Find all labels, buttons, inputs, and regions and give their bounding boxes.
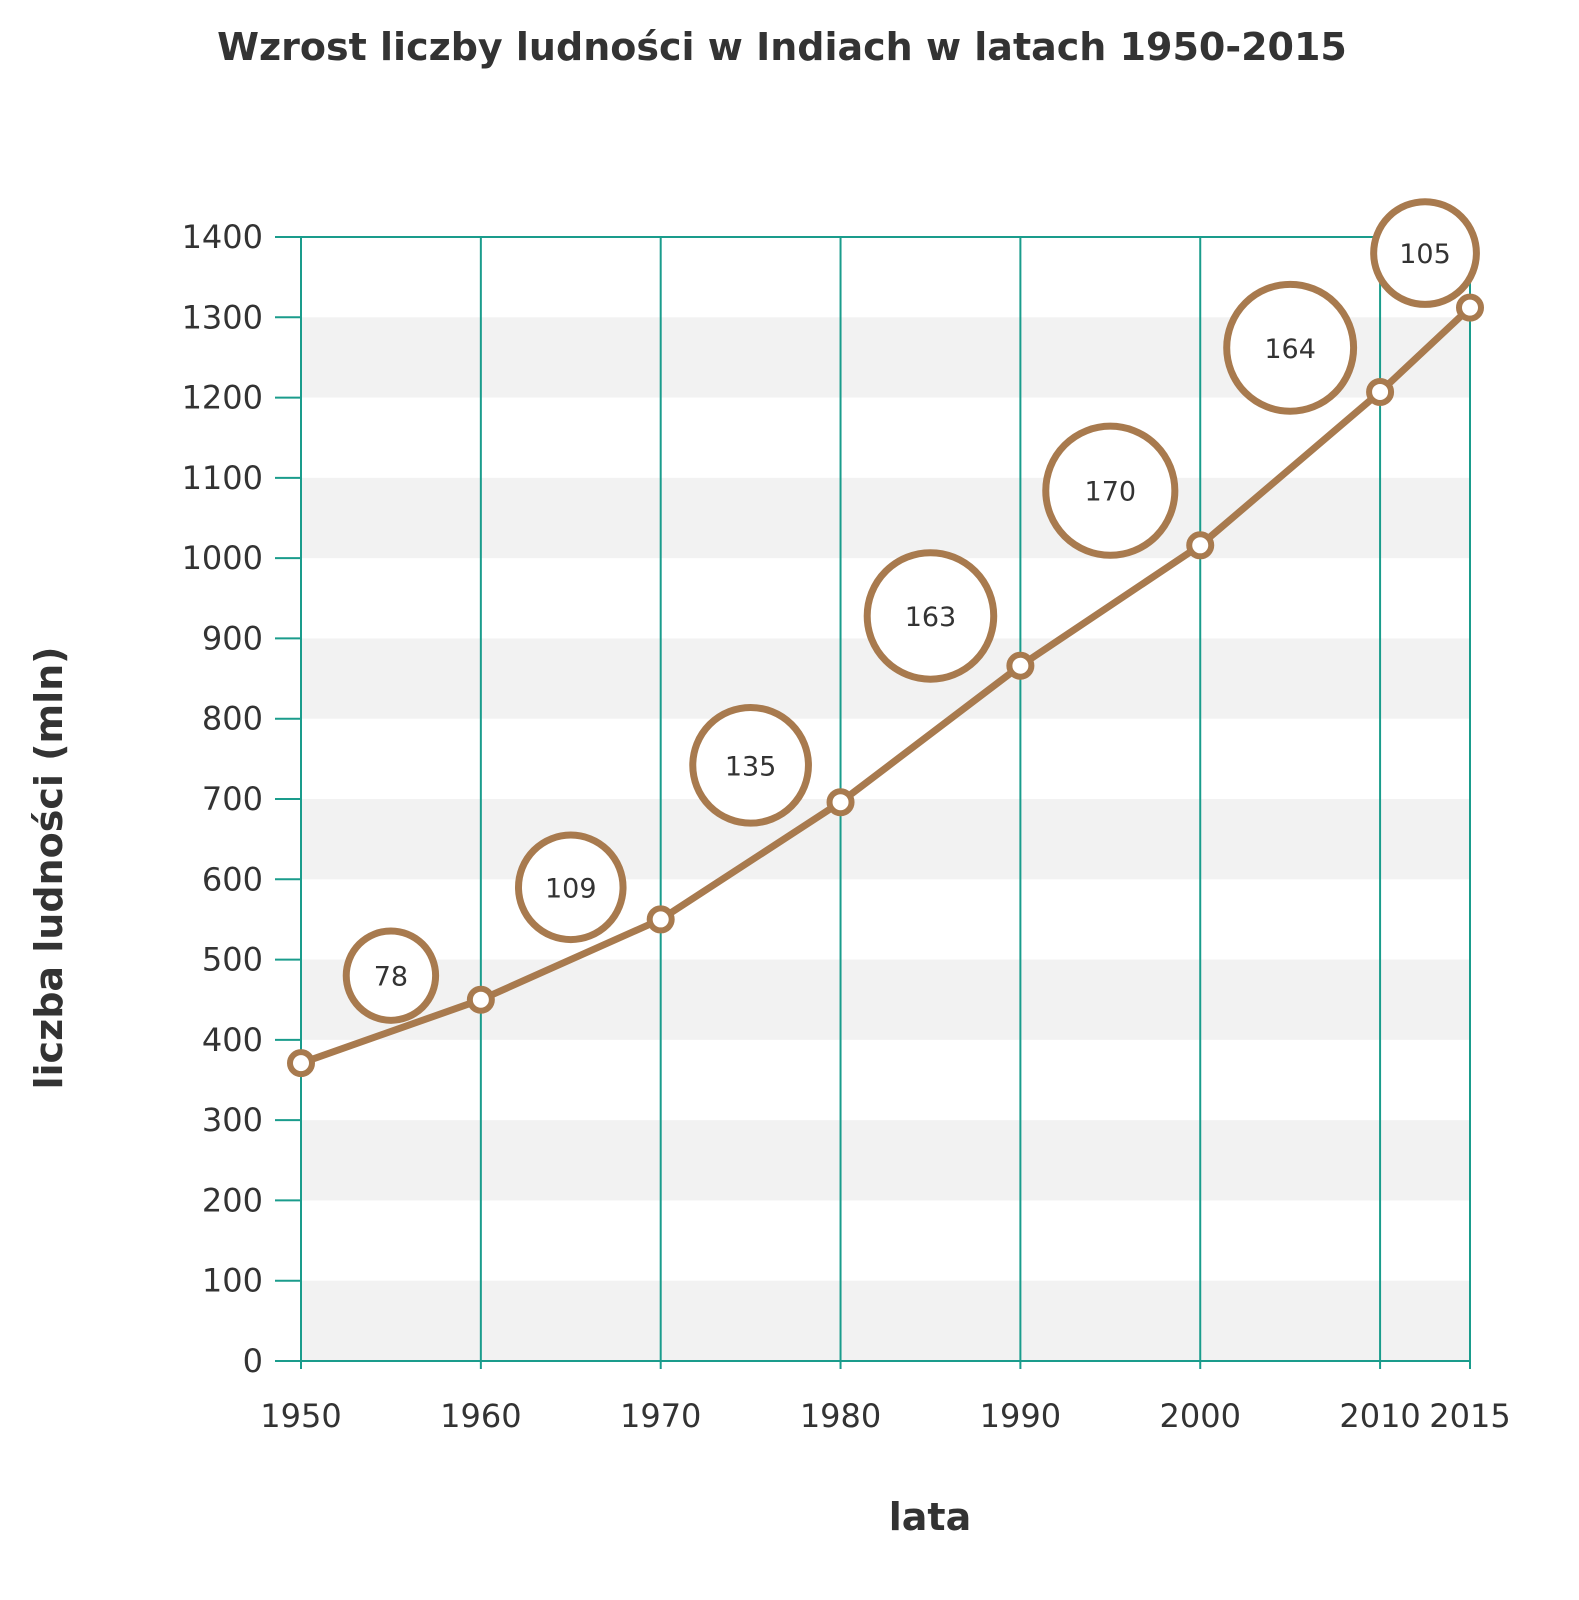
x-tick-label: 1970 bbox=[620, 1397, 701, 1435]
data-point bbox=[826, 788, 855, 817]
x-tick-label: 2015 bbox=[1429, 1397, 1510, 1435]
growth-bubble: 135 bbox=[689, 703, 812, 827]
y-tick-label: 100 bbox=[202, 1262, 263, 1300]
x-tick-label: 2010 bbox=[1339, 1397, 1420, 1435]
y-axis-label: liczba ludności (mln) bbox=[27, 646, 71, 1089]
data-point bbox=[1456, 293, 1484, 322]
y-tick-label: 1300 bbox=[182, 298, 263, 336]
growth-bubble-label: 163 bbox=[905, 602, 957, 633]
data-point bbox=[646, 905, 675, 934]
y-tick-label: 400 bbox=[202, 1021, 263, 1059]
y-tick-label: 700 bbox=[202, 780, 263, 818]
plot-band bbox=[301, 959, 1470, 1040]
y-tick-label: 600 bbox=[202, 860, 263, 898]
y-tick-label: 200 bbox=[202, 1181, 263, 1219]
x-axis-label: lata bbox=[889, 1495, 971, 1539]
y-tick-label: 1000 bbox=[182, 539, 263, 577]
y-tick-label: 1400 bbox=[182, 218, 263, 256]
growth-bubble: 105 bbox=[1370, 198, 1480, 308]
population-line bbox=[299, 305, 1473, 1067]
plot-band bbox=[301, 477, 1470, 559]
growth-bubble: 170 bbox=[1042, 422, 1179, 559]
growth-bubble-circle bbox=[514, 831, 627, 944]
y-tick-label: 300 bbox=[202, 1101, 263, 1139]
growth-bubble: 78 bbox=[342, 927, 440, 1024]
data-point bbox=[1006, 651, 1035, 680]
growth-bubble-circle bbox=[863, 549, 998, 683]
y-tick-label: 1100 bbox=[182, 459, 263, 497]
growth-bubble-label: 105 bbox=[1399, 239, 1451, 270]
data-point bbox=[466, 985, 495, 1014]
y-tick-label: 900 bbox=[202, 619, 263, 657]
x-tick-label: 1980 bbox=[800, 1397, 881, 1435]
plot-bands bbox=[301, 317, 1470, 1361]
plot-band bbox=[301, 799, 1470, 880]
growth-bubble-circle bbox=[342, 927, 440, 1024]
growth-bubble: 163 bbox=[863, 549, 998, 683]
growth-bubble: 164 bbox=[1223, 280, 1358, 415]
x-tick-label: 1950 bbox=[260, 1397, 341, 1435]
growth-bubble: 109 bbox=[514, 831, 627, 944]
plot-band bbox=[301, 1120, 1470, 1201]
growth-bubbles: 78 109 135 163 170 164 105 bbox=[342, 198, 1480, 1024]
data-point bbox=[1186, 531, 1215, 560]
growth-bubble-label: 170 bbox=[1085, 477, 1137, 508]
y-tick-label: 800 bbox=[202, 700, 263, 738]
y-tick-label: 500 bbox=[202, 941, 263, 979]
x-tick-label: 2000 bbox=[1160, 1397, 1241, 1435]
y-tick-label: 1200 bbox=[182, 379, 263, 417]
population-series bbox=[287, 293, 1484, 1078]
growth-bubble-circle bbox=[1223, 280, 1358, 415]
data-point bbox=[1366, 377, 1395, 406]
x-axis-ticks: 1950 1960 1970 1980 1990 2000 2010 2015 bbox=[260, 1397, 1510, 1435]
growth-bubble-circle bbox=[689, 703, 812, 827]
growth-bubble-label: 78 bbox=[374, 962, 408, 993]
growth-bubble-circle bbox=[1370, 198, 1480, 308]
x-tick-label: 1990 bbox=[980, 1397, 1061, 1435]
chart-title: Wzrost liczby ludności w Indiach w latac… bbox=[217, 25, 1347, 69]
growth-bubble-label: 164 bbox=[1264, 334, 1316, 365]
x-tick-label: 1960 bbox=[440, 1397, 521, 1435]
y-tick-label: 0 bbox=[243, 1342, 263, 1380]
plot-band bbox=[301, 1280, 1470, 1361]
growth-bubble-label: 135 bbox=[725, 751, 777, 782]
growth-bubble-circle bbox=[1042, 422, 1179, 559]
growth-bubble-label: 109 bbox=[545, 873, 597, 904]
data-point bbox=[287, 1049, 315, 1078]
y-axis-ticks: 0 100 200 300 400 500 600 700 800 900 1000 1100 1200… bbox=[182, 218, 301, 1380]
